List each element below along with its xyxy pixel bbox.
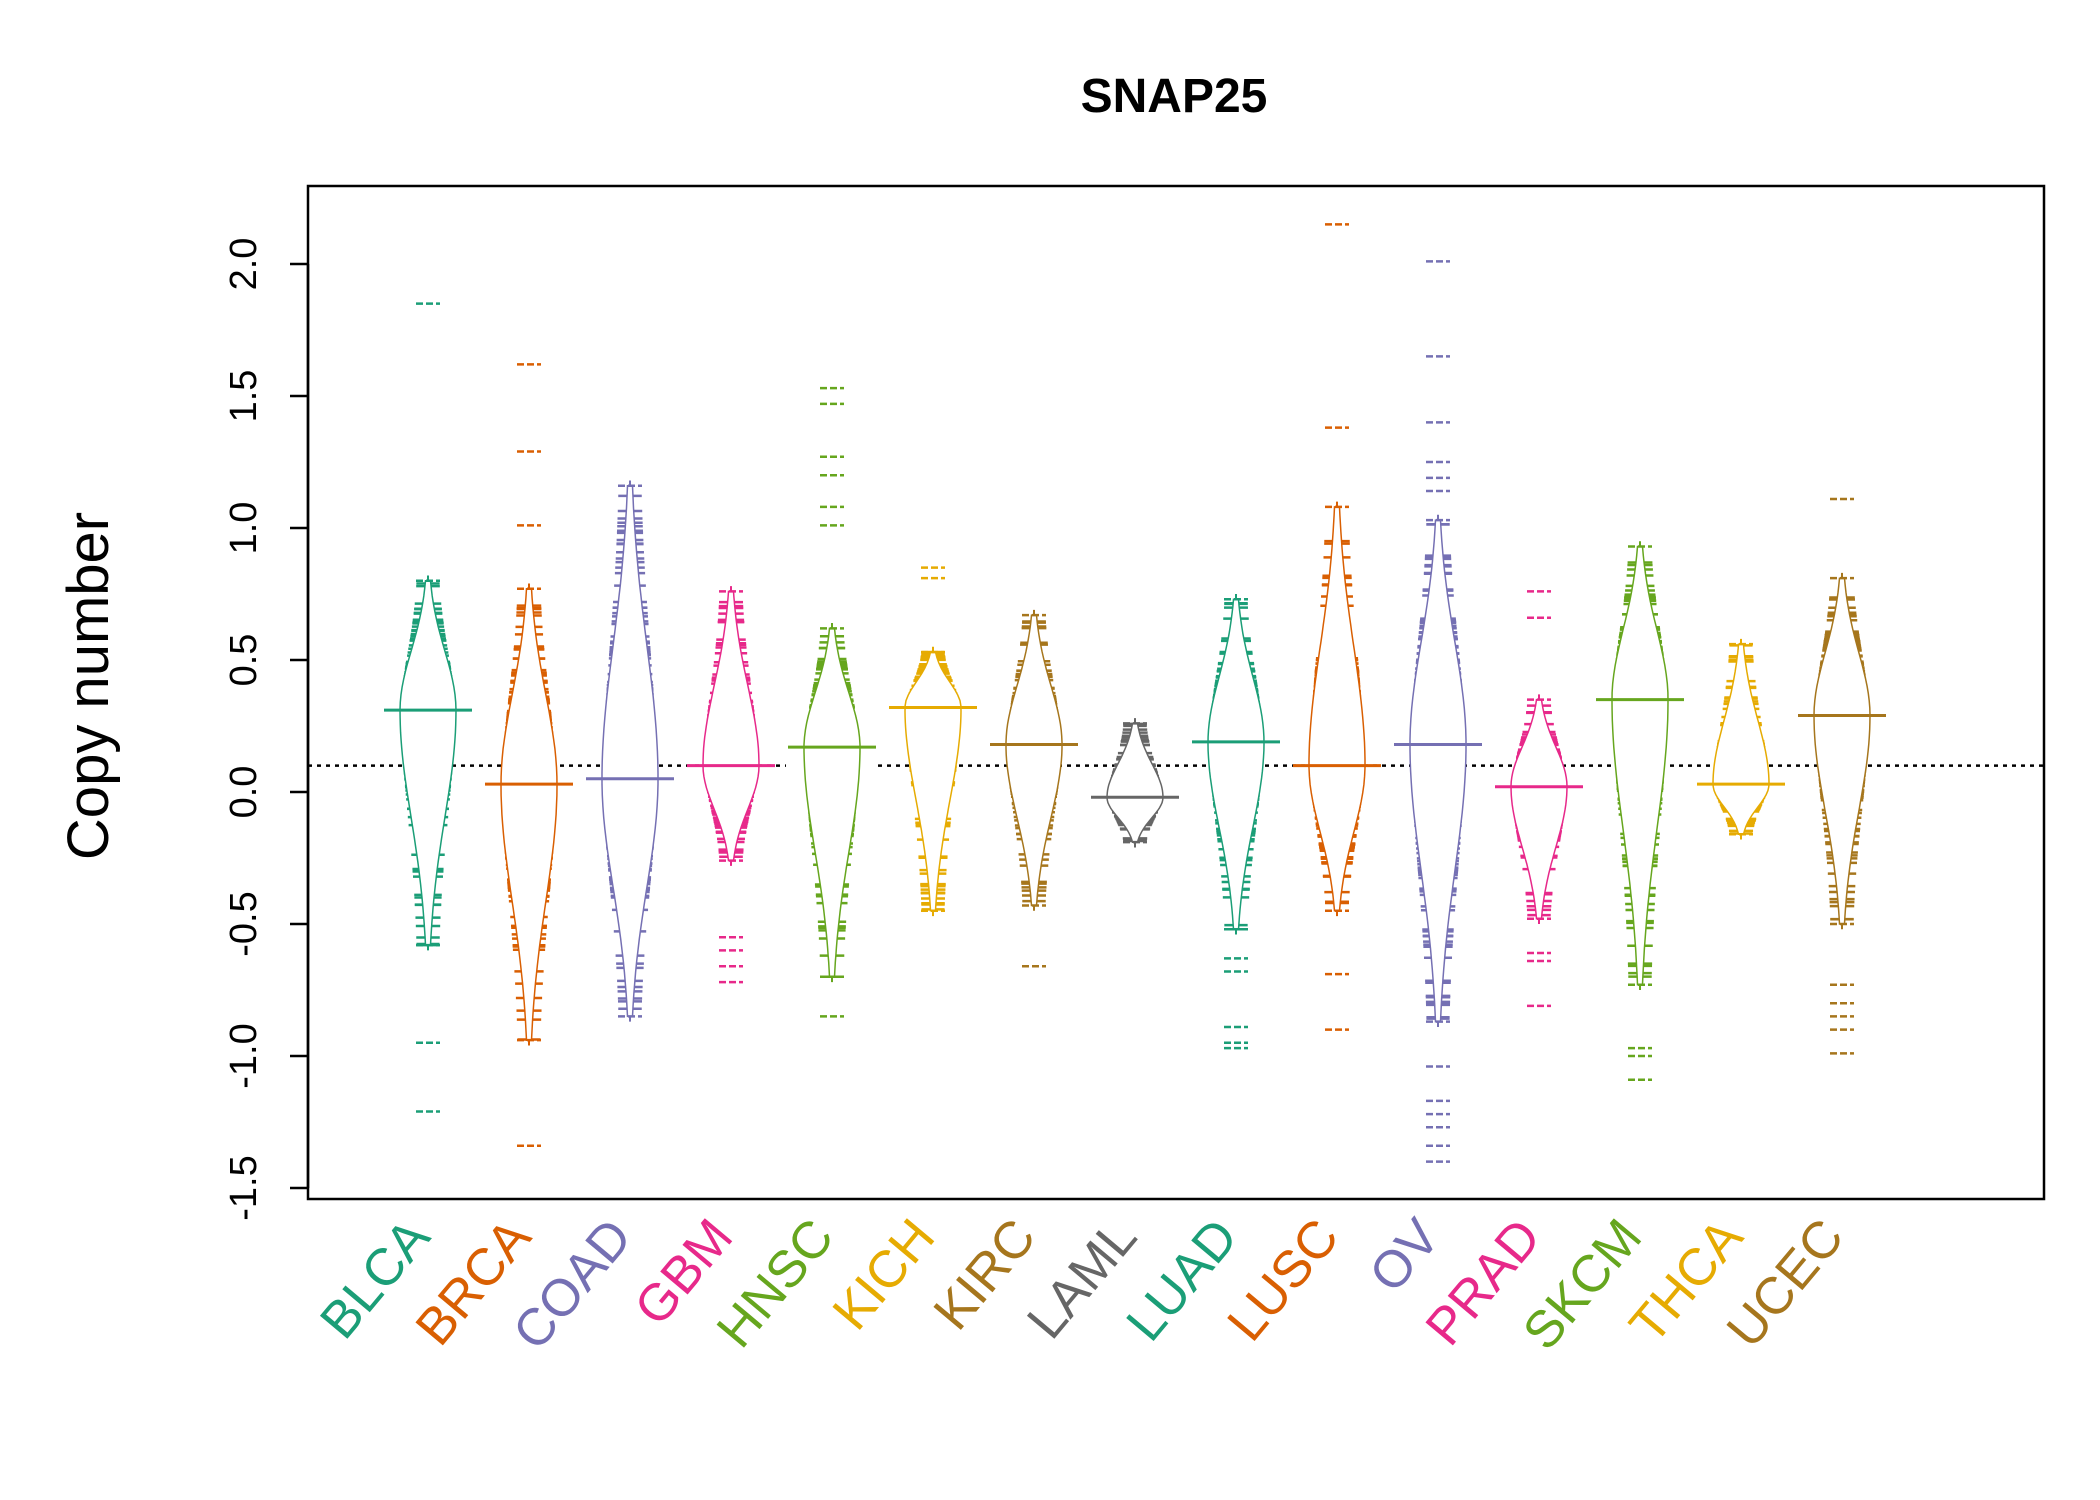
bean-brca xyxy=(485,363,573,1148)
bean-ucec xyxy=(1798,497,1886,1055)
y-axis: -1.5 -1.0 -0.5 0.0 0.5 1.0 1.5 2.0 xyxy=(223,238,310,1221)
bean-density xyxy=(1409,519,1467,1023)
y-tick-label: 2.0 xyxy=(223,238,265,291)
bean-luad xyxy=(1192,594,1280,1050)
bean-density xyxy=(500,587,558,1041)
bean-gbm xyxy=(687,586,775,984)
bean-hnsc xyxy=(788,386,876,1018)
bean-ov xyxy=(1394,260,1482,1163)
bean-density xyxy=(1207,598,1265,931)
bean-density xyxy=(803,627,861,978)
y-tick-label: -1.0 xyxy=(223,1023,265,1088)
y-tick-label: -0.5 xyxy=(223,891,265,956)
bean-density xyxy=(1611,545,1669,986)
bean-density xyxy=(399,580,457,946)
bean-coad xyxy=(586,480,674,1022)
bean-prad xyxy=(1495,590,1583,1008)
bean-laml xyxy=(1091,718,1179,848)
bean-thca xyxy=(1697,638,1785,840)
bean-blca xyxy=(384,302,472,1113)
chart-title: SNAP25 xyxy=(1081,70,1268,123)
y-tick-label: -1.5 xyxy=(223,1155,265,1220)
bean-density xyxy=(1510,698,1568,920)
bean-density xyxy=(1813,577,1871,925)
y-tick-label: 0.0 xyxy=(223,766,265,819)
bean-density xyxy=(904,651,962,912)
bean-density xyxy=(1005,614,1063,907)
y-tick-label: 1.0 xyxy=(223,502,265,555)
bean-density xyxy=(702,590,760,862)
bean-density xyxy=(601,485,659,1018)
bean-density xyxy=(1308,506,1366,912)
y-axis-label: Copy number xyxy=(56,512,121,860)
bean-density xyxy=(1106,722,1164,843)
bean-skcm xyxy=(1596,541,1684,1082)
bean-kich xyxy=(889,566,977,917)
bean-kirc xyxy=(990,609,1078,968)
y-tick-label: 0.5 xyxy=(223,634,265,687)
plot-area xyxy=(308,223,2044,1163)
bean-density xyxy=(1712,643,1770,835)
y-tick-label: 1.5 xyxy=(223,370,265,423)
bean-lusc xyxy=(1293,223,1381,1031)
